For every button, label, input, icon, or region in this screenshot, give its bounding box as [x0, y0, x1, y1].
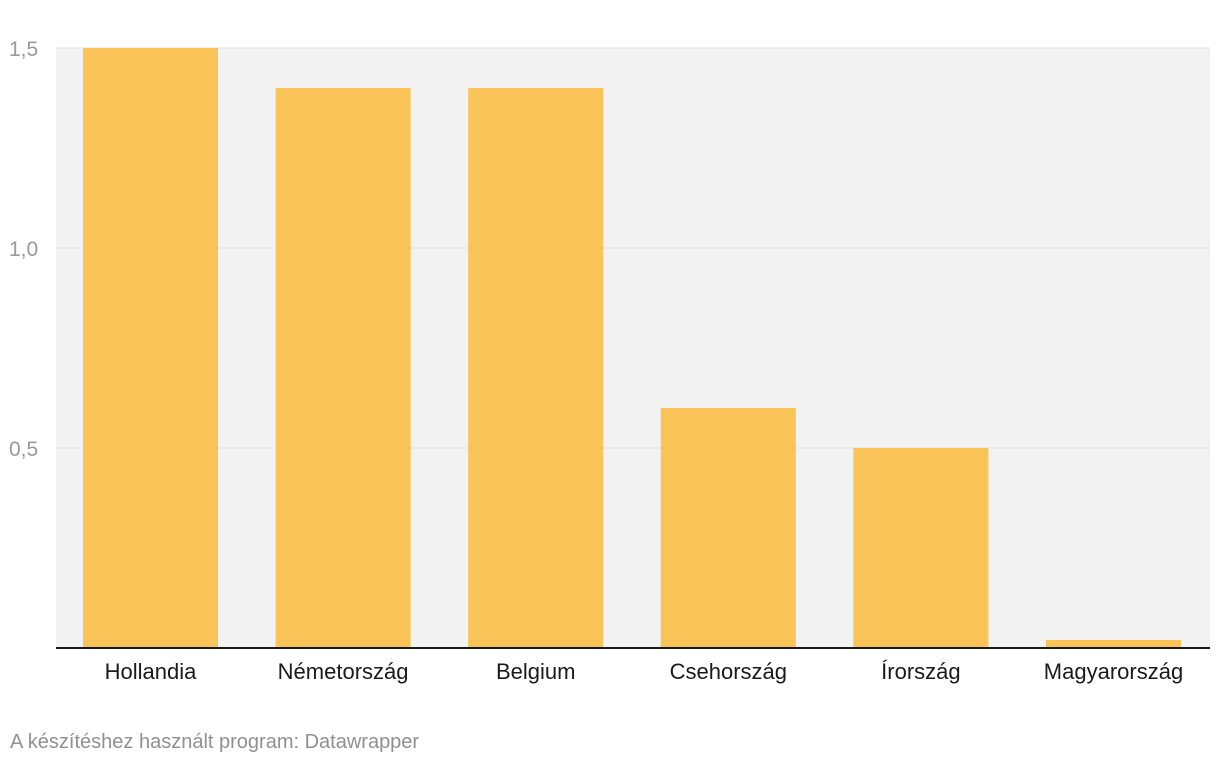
bar-chart: 0,5 1,0 1,5 Hollandia Németország Belgium Cse…: [9, 38, 1210, 684]
x-tick-label: Németország: [278, 659, 409, 684]
x-tick-label: Belgium: [496, 659, 575, 684]
x-tick-label: Írország: [881, 659, 960, 684]
x-tick-label: Csehország: [670, 659, 787, 684]
bar: [275, 88, 411, 648]
bar: [468, 88, 604, 648]
x-tick-label: Hollandia: [105, 659, 197, 684]
y-tick-label: 0,5: [9, 438, 38, 461]
bar: [1046, 640, 1181, 648]
y-axis-ticks: 0,5 1,0 1,5: [9, 38, 38, 461]
bar: [83, 48, 218, 648]
bar: [853, 448, 989, 648]
x-axis-labels: Hollandia Németország Belgium Csehország Íro…: [105, 659, 1184, 684]
y-tick-label: 1,0: [9, 238, 38, 261]
bars: [83, 48, 1181, 648]
credit-footer: A készítéshez használt program: Datawrap…: [10, 731, 420, 753]
y-tick-label: 1,5: [9, 38, 38, 61]
plot-background: [56, 48, 1210, 648]
gridlines: [56, 47, 1210, 449]
x-tick-label: Magyarország: [1044, 659, 1183, 684]
bar: [660, 408, 796, 648]
